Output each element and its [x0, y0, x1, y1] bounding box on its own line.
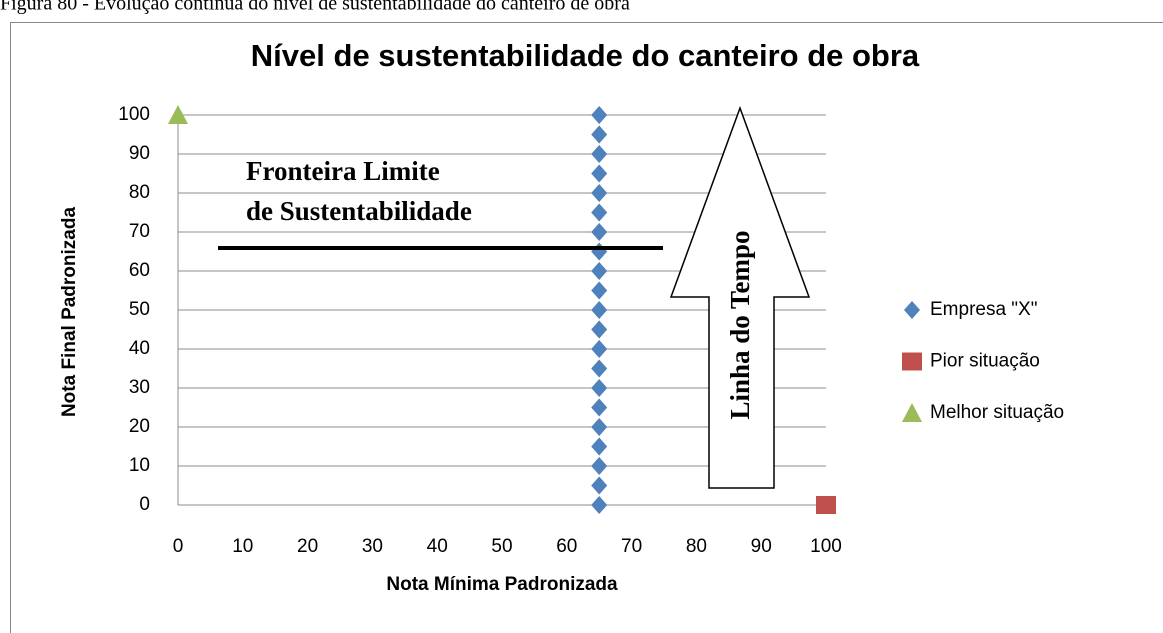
- point: [591, 379, 608, 397]
- plot: 0 10 20 30 40 50 60 70 80 90 100 0 10 20 30 40 50 60 70 80 9…: [118, 104, 842, 557]
- point: [591, 398, 608, 417]
- point: [591, 320, 608, 339]
- chart-frame: [10, 22, 1163, 633]
- x-tick-label: 50: [491, 536, 512, 557]
- y-axis-label: Nota Final Padronizada: [59, 207, 80, 418]
- x-tick-label: 100: [810, 536, 842, 557]
- point: [591, 496, 608, 514]
- legend-marker: [902, 352, 922, 371]
- x-tick-label: 60: [556, 536, 577, 557]
- point: [591, 203, 608, 222]
- x-axis-label: Nota Mínima Padronizada: [386, 574, 618, 595]
- point: [591, 262, 608, 280]
- y-tick-label: 30: [129, 377, 150, 398]
- annotation: de Sustentabilidade: [246, 196, 472, 226]
- point: [591, 184, 608, 202]
- x-tick-label: 0: [173, 536, 184, 557]
- time-arrow: [669, 105, 811, 489]
- point: [591, 476, 608, 495]
- y-tick-label: 90: [129, 143, 150, 164]
- x-tick-label: 40: [427, 536, 448, 557]
- legend-label: Empresa "X": [930, 299, 1037, 320]
- y-tick-label: 10: [129, 455, 150, 476]
- y-tick-label: 80: [129, 182, 150, 203]
- legend: Empresa "X" Pior situação Melhor situação: [902, 299, 1064, 423]
- x-tick-label: 70: [621, 536, 642, 557]
- annotation: Linha do Tempo: [725, 230, 755, 419]
- point: [591, 145, 608, 163]
- point: [591, 164, 608, 183]
- legend-label: Melhor situação: [930, 402, 1064, 423]
- x-tick-label: 30: [362, 536, 383, 557]
- point: [591, 223, 608, 241]
- annotation: Fronteira Limite: [246, 156, 440, 186]
- point: [591, 125, 608, 144]
- y-tick-label: 40: [129, 338, 150, 359]
- point: [591, 106, 608, 124]
- x-tick-label: 90: [751, 536, 772, 557]
- point: [816, 496, 836, 514]
- y-tick-label: 50: [129, 299, 150, 320]
- y-tick-label: 70: [129, 221, 150, 242]
- point: [591, 418, 608, 436]
- point: [591, 457, 608, 475]
- legend-marker: [902, 403, 922, 422]
- chart-title: Nível de sustentabilidade do canteiro de…: [251, 38, 920, 73]
- x-tick-label: 10: [232, 536, 253, 557]
- y-tick-label: 100: [118, 104, 150, 125]
- x-tick-label: 80: [686, 536, 707, 557]
- y-tick-label: 0: [139, 494, 150, 515]
- x-tick-label: 20: [297, 536, 318, 557]
- point: [591, 281, 608, 300]
- legend-label: Pior situação: [930, 351, 1040, 372]
- point: [591, 301, 608, 319]
- point: [168, 105, 188, 124]
- point: [591, 340, 608, 358]
- y-tick-label: 20: [129, 416, 150, 437]
- y-tick-label: 60: [129, 260, 150, 281]
- point: [591, 437, 608, 456]
- legend-marker: [904, 301, 920, 319]
- point: [591, 359, 608, 378]
- caption: Figura 80 - Evolução contínua do nível d…: [0, 0, 630, 15]
